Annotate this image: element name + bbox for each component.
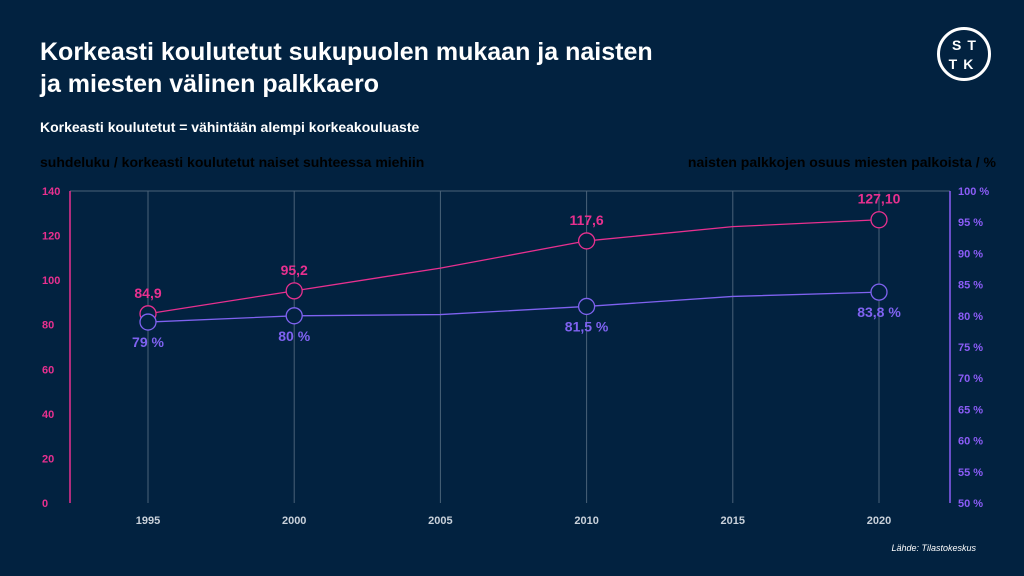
- left-tick-label: 60: [42, 364, 54, 376]
- data-point: [870, 211, 888, 229]
- right-tick-label: 90 %: [958, 248, 983, 260]
- data-label: 83,8 %: [857, 304, 901, 320]
- right-tick-label: 60 %: [958, 436, 983, 448]
- data-label: 81,5 %: [565, 318, 609, 334]
- data-point: [870, 283, 888, 301]
- left-tick-label: 100: [42, 275, 60, 287]
- x-tick-label: 2005: [428, 515, 452, 527]
- right-tick-label: 100 %: [958, 186, 989, 198]
- left-axis-label: suhdeluku / korkeasti koulutetut naiset …: [40, 154, 425, 170]
- data-point: [577, 232, 596, 250]
- data-label: 95,2: [281, 262, 308, 278]
- left-tick-label: 40: [42, 409, 54, 421]
- right-axis-label: naisten palkkojen osuus miesten palkoist…: [687, 154, 996, 170]
- right-tick-label: 85 %: [958, 280, 983, 292]
- x-tick-label: 1995: [136, 515, 160, 527]
- data-point: [285, 282, 303, 300]
- series-line: [147, 291, 880, 323]
- data-label: 84,9: [134, 285, 161, 301]
- x-tick-label: 2015: [721, 515, 745, 527]
- right-tick-label: 75 %: [958, 342, 983, 354]
- x-tick-label: 2010: [574, 515, 598, 527]
- data-point: [139, 313, 157, 331]
- right-tick-label: 50 %: [958, 498, 983, 510]
- left-tick-label: 120: [42, 231, 60, 243]
- series-line: [147, 219, 880, 315]
- subtitle: Korkeasti koulutetut = vähintään alempi …: [40, 119, 420, 135]
- data-label: 117,6: [569, 212, 603, 228]
- right-tick-label: 95 %: [958, 217, 983, 229]
- x-tick-label: 2000: [282, 515, 306, 527]
- page-title: Korkeasti koulutetut sukupuolen mukaan j…: [40, 38, 653, 98]
- right-tick-label: 70 %: [958, 373, 983, 385]
- left-tick-label: 140: [42, 186, 60, 198]
- sttk-logo: ST TK: [937, 27, 991, 81]
- left-tick-label: 80: [42, 320, 54, 332]
- right-tick-label: 55 %: [958, 467, 983, 479]
- left-tick-label: 20: [42, 453, 54, 465]
- x-tick-label: 2020: [867, 515, 891, 527]
- data-label: 79 %: [132, 334, 164, 350]
- source-note: Lähde: Tilastokeskus: [891, 543, 976, 553]
- left-tick-label: 0: [42, 498, 48, 510]
- data-label: 80 %: [278, 328, 310, 344]
- data-label: 127,10: [858, 191, 901, 207]
- right-tick-label: 65 %: [958, 404, 983, 416]
- data-point: [577, 297, 596, 316]
- data-point: [285, 307, 303, 325]
- right-tick-label: 80 %: [958, 311, 983, 323]
